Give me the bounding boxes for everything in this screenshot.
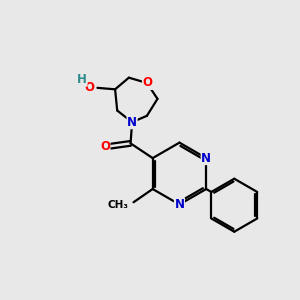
Text: N: N bbox=[201, 152, 211, 165]
Text: H: H bbox=[77, 73, 87, 86]
Text: N: N bbox=[127, 116, 137, 129]
Text: N: N bbox=[174, 198, 184, 211]
Text: O: O bbox=[100, 140, 110, 153]
Text: O: O bbox=[84, 81, 94, 94]
Text: O: O bbox=[142, 76, 152, 89]
Text: CH₃: CH₃ bbox=[107, 200, 128, 210]
